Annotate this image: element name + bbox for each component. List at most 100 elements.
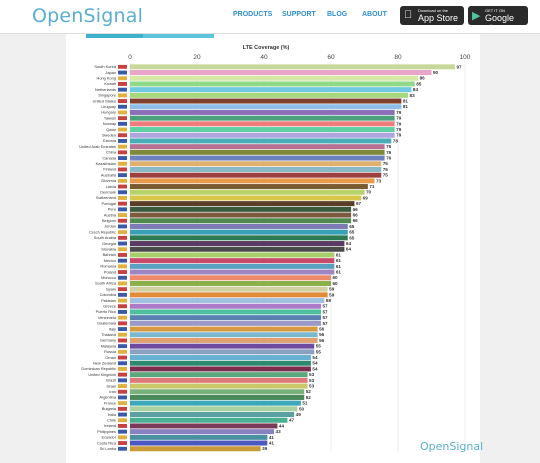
bar[interactable] xyxy=(130,280,331,286)
flag-icon xyxy=(118,161,127,166)
bar[interactable] xyxy=(130,332,318,338)
category-label: Belgium xyxy=(102,218,116,223)
bar[interactable] xyxy=(130,434,268,440)
bar[interactable] xyxy=(130,241,345,247)
bar[interactable] xyxy=(130,263,335,269)
bar[interactable] xyxy=(130,246,345,252)
nav-support[interactable]: SUPPORT xyxy=(282,11,316,18)
bar[interactable] xyxy=(130,149,385,155)
bar[interactable] xyxy=(130,412,295,418)
bar[interactable] xyxy=(130,223,348,229)
bar[interactable] xyxy=(130,64,455,70)
bar[interactable] xyxy=(130,189,365,195)
bar[interactable] xyxy=(130,440,268,446)
bar[interactable] xyxy=(130,269,335,275)
flag-icon xyxy=(118,446,127,451)
bar[interactable] xyxy=(130,127,395,133)
bar[interactable] xyxy=(130,423,278,429)
bar[interactable] xyxy=(130,218,352,224)
category-label: Qatar xyxy=(106,127,116,132)
bar[interactable] xyxy=(130,195,362,201)
flag-icon xyxy=(118,395,127,400)
bar[interactable] xyxy=(130,206,352,212)
value-label: 57 xyxy=(322,315,328,320)
bar[interactable] xyxy=(130,184,368,190)
bar[interactable] xyxy=(130,235,348,241)
chart-tab-active[interactable] xyxy=(143,34,214,38)
nav-about[interactable]: ABOUT xyxy=(362,11,387,18)
bar[interactable] xyxy=(130,309,321,315)
category-label: Philippines xyxy=(97,429,116,434)
bar[interactable] xyxy=(130,366,311,372)
bar[interactable] xyxy=(130,70,432,76)
app-store-badge[interactable]:  Download on the App Store xyxy=(400,6,464,25)
bar[interactable] xyxy=(130,161,382,167)
value-label: 59 xyxy=(329,287,335,292)
bar[interactable] xyxy=(130,98,402,104)
bar[interactable] xyxy=(130,429,275,435)
category-label: Latvia xyxy=(106,184,117,189)
bar[interactable] xyxy=(130,109,395,115)
bar[interactable] xyxy=(130,212,352,218)
category-label: Thailand xyxy=(101,332,116,337)
bar[interactable] xyxy=(130,144,385,150)
bar[interactable] xyxy=(130,446,261,452)
bar[interactable] xyxy=(130,349,315,355)
bar[interactable] xyxy=(130,286,328,292)
x-tick-label: 100 xyxy=(460,54,471,61)
bar[interactable] xyxy=(130,75,419,81)
bar[interactable] xyxy=(130,337,318,343)
bar[interactable] xyxy=(130,298,325,304)
bar[interactable] xyxy=(130,81,415,87)
bar[interactable] xyxy=(130,172,382,178)
bar[interactable] xyxy=(130,326,318,332)
bar[interactable] xyxy=(130,275,331,281)
bar[interactable] xyxy=(130,417,288,423)
bar[interactable] xyxy=(130,292,328,298)
bar[interactable] xyxy=(130,377,308,383)
bar[interactable] xyxy=(130,229,348,235)
value-label: 81 xyxy=(403,104,409,109)
google-play-badge[interactable]: ▶ GET IT ON Google play xyxy=(468,6,528,33)
value-label: 75 xyxy=(383,167,389,172)
bar[interactable] xyxy=(130,138,392,144)
bar[interactable] xyxy=(130,320,321,326)
flag-icon xyxy=(118,435,127,440)
bar[interactable] xyxy=(130,155,385,161)
value-label: 51 xyxy=(302,401,308,406)
bar[interactable] xyxy=(130,115,395,121)
bar[interactable] xyxy=(130,315,321,321)
category-label: Austria xyxy=(104,212,117,217)
bar[interactable] xyxy=(130,343,315,349)
bar[interactable] xyxy=(130,104,402,110)
bar[interactable] xyxy=(130,400,301,406)
category-label: Oman xyxy=(105,355,116,360)
bar[interactable] xyxy=(130,121,395,127)
bar[interactable] xyxy=(130,355,311,361)
bar[interactable] xyxy=(130,394,305,400)
bar[interactable] xyxy=(130,406,298,412)
bar[interactable] xyxy=(130,303,321,309)
bar[interactable] xyxy=(130,132,395,138)
bar[interactable] xyxy=(130,166,382,172)
opensignal-logo[interactable]: OpenSignal xyxy=(32,5,144,27)
bar[interactable] xyxy=(130,87,412,93)
bar[interactable] xyxy=(130,92,409,98)
value-label: 76 xyxy=(386,156,392,161)
category-label: Chile xyxy=(107,418,116,423)
flag-icon xyxy=(118,224,127,229)
nav-blog[interactable]: BLOG xyxy=(327,11,348,18)
bar[interactable] xyxy=(130,372,308,378)
bar[interactable] xyxy=(130,258,335,264)
bar[interactable] xyxy=(130,383,308,389)
chart-tabs[interactable] xyxy=(86,34,214,38)
bar[interactable] xyxy=(130,389,305,395)
bar[interactable] xyxy=(130,178,375,184)
category-label: Italy xyxy=(109,326,116,331)
category-label: Argentina xyxy=(99,395,116,400)
bar[interactable] xyxy=(130,201,355,207)
category-label: Ecuador xyxy=(102,435,117,440)
bar[interactable] xyxy=(130,360,311,366)
nav-products[interactable]: PRODUCTS xyxy=(233,11,273,18)
bar[interactable] xyxy=(130,252,335,258)
